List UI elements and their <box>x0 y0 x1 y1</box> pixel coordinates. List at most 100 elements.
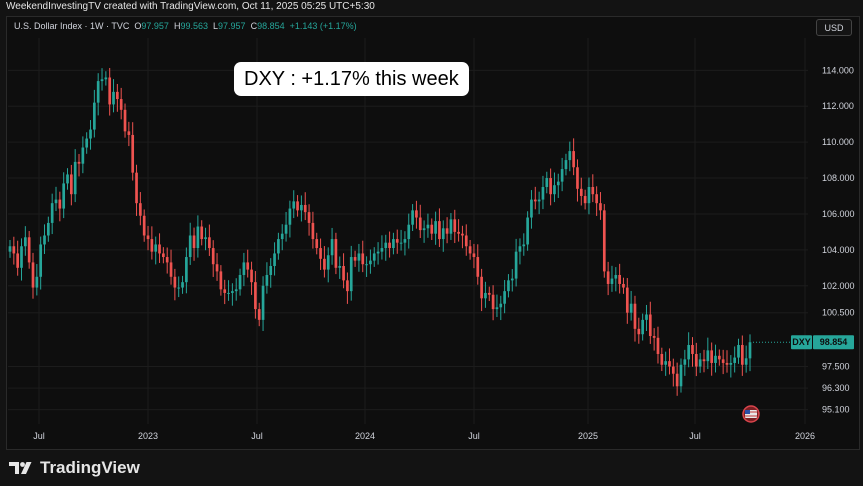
candle-body <box>599 203 602 211</box>
candle-body <box>495 307 499 310</box>
brand-name: TradingView <box>40 458 140 477</box>
y-tick-label: 110.000 <box>822 137 854 147</box>
candle-body <box>100 79 104 82</box>
candle-body <box>491 294 495 310</box>
candle-body <box>622 283 625 288</box>
candle-body <box>564 160 568 170</box>
us-flag-canton <box>745 410 750 414</box>
candle-body <box>73 161 77 195</box>
candle-body <box>277 239 280 254</box>
candle-body <box>307 212 311 223</box>
candle-body <box>326 255 330 270</box>
candle-body <box>480 276 483 299</box>
candle-body <box>748 342 752 359</box>
candle-body <box>215 264 219 272</box>
candle-body <box>296 201 299 211</box>
candle-body <box>280 233 284 240</box>
candle-body <box>472 253 476 258</box>
candle-body <box>629 303 633 313</box>
candle-body <box>54 199 58 204</box>
price-tag-symbol-box <box>791 335 812 350</box>
candle-body <box>725 362 729 365</box>
candle-body <box>146 235 150 240</box>
candle-body <box>729 362 733 365</box>
candle-body <box>671 366 675 374</box>
candle-body <box>66 174 69 184</box>
candle-body <box>610 278 614 284</box>
candle-body <box>257 309 261 320</box>
candle-body <box>468 246 472 254</box>
candle-body <box>587 187 591 204</box>
attribution-text: WeekendInvestingTV created with TradingV… <box>6 1 375 12</box>
candle-body <box>602 210 606 272</box>
candle-body <box>399 242 403 244</box>
currency-button[interactable]: USD <box>816 19 852 36</box>
y-tick-label: 112.000 <box>822 101 854 111</box>
candle-body <box>418 217 422 231</box>
candle-body <box>510 278 514 281</box>
candle-body <box>12 246 16 254</box>
y-tick-label: 108.000 <box>822 173 855 183</box>
candle-body <box>8 246 12 252</box>
x-tick-label: 2026 <box>795 431 815 441</box>
candle-body <box>284 224 288 234</box>
candle-body <box>576 167 579 189</box>
candle-body <box>457 231 460 234</box>
candle-body <box>158 244 161 254</box>
legend-close-label: C <box>250 21 258 31</box>
legend-change: +1.143 (+1.17%) <box>289 21 357 31</box>
candle-body <box>449 219 453 234</box>
candle-body <box>641 319 644 335</box>
candle-body <box>173 276 177 288</box>
candle-body <box>499 303 503 308</box>
tradingview-brand[interactable]: TradingView <box>9 458 140 478</box>
candle-body <box>77 161 81 164</box>
legend-close: 98.854 <box>257 21 285 31</box>
candle-body <box>694 353 698 367</box>
ohlc-legend: U.S. Dollar Index · 1W · TVC O97.957 H99… <box>14 21 357 31</box>
candle-body <box>58 199 62 209</box>
candle-body <box>196 226 200 249</box>
candle-body <box>108 77 112 105</box>
candle-body <box>357 253 361 261</box>
candle-body <box>139 203 142 216</box>
candle-body <box>706 350 710 362</box>
candle-body <box>595 194 598 204</box>
candle-body <box>346 280 349 292</box>
candle-body <box>254 282 257 310</box>
candle-body <box>81 147 85 164</box>
candle-body <box>633 303 637 329</box>
candle-body <box>714 355 717 363</box>
x-tick-label: 2024 <box>355 431 375 441</box>
candle-body <box>265 274 269 286</box>
candle-body <box>744 358 748 365</box>
candle-body <box>154 244 158 252</box>
candle-body <box>407 224 411 240</box>
candle-body <box>227 292 230 294</box>
candle-body <box>219 271 223 290</box>
y-tick-label: 114.000 <box>822 65 854 75</box>
candle-body <box>104 77 108 80</box>
price-tag-symbol: DXY <box>792 337 811 347</box>
candle-body <box>430 224 434 234</box>
candle-body <box>518 246 522 252</box>
x-tick-label: Jul <box>33 431 45 441</box>
candle-body <box>269 266 273 275</box>
candle-body <box>702 359 706 362</box>
candle-body <box>549 178 552 195</box>
candle-body <box>131 134 135 173</box>
candle-body <box>353 257 357 261</box>
y-tick-label: 100.500 <box>822 308 855 318</box>
candle-body <box>211 248 215 265</box>
legend-open-label: O <box>134 21 142 31</box>
candle-body <box>556 181 560 186</box>
candle-body <box>323 258 326 270</box>
weekly-change-callout: DXY : +1.17% this week <box>234 62 469 96</box>
candle-body <box>135 172 138 204</box>
candle-body <box>169 262 173 277</box>
candle-body <box>614 274 618 279</box>
price-tag-value-box <box>813 335 854 350</box>
candle-body <box>717 355 721 360</box>
candle-body <box>553 185 556 195</box>
